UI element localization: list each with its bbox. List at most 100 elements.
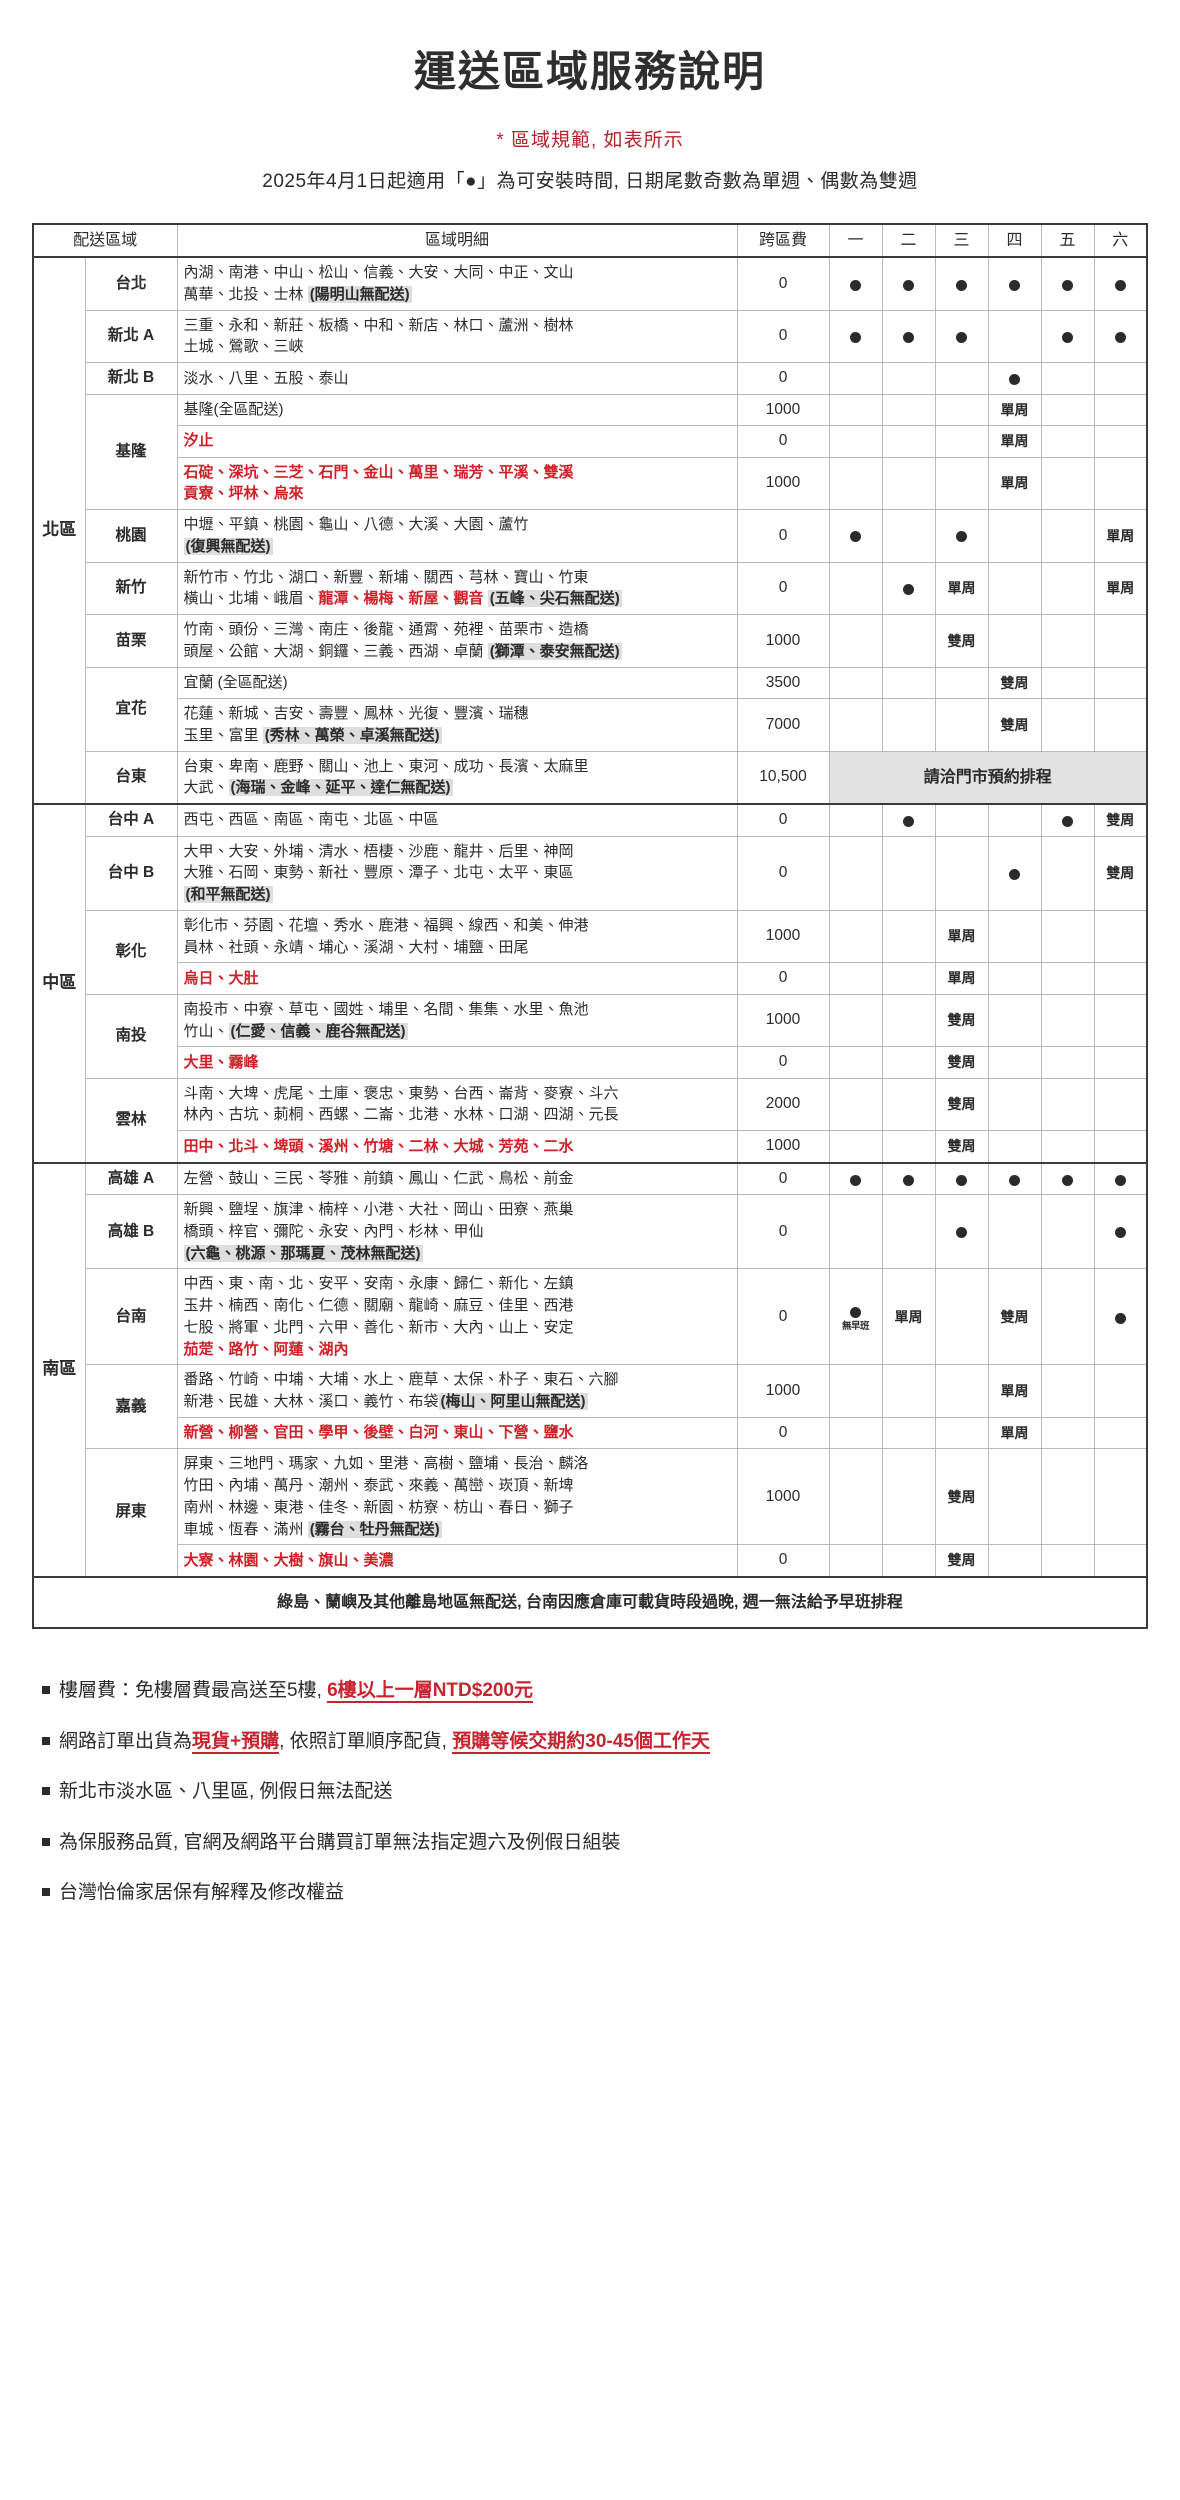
bullet-square-icon (42, 1787, 50, 1796)
cross-zone-fee: 2000 (736, 1077, 830, 1132)
detail-line: 田中、北斗、埤頭、溪州、竹塘、二林、大城、芳苑、二水 (184, 1136, 731, 1158)
detail-line: 竹田、內埔、萬丹、潮州、泰武、來義、萬巒、崁頂、新埤 (184, 1475, 731, 1497)
col-header-day-6: 六 (1093, 223, 1148, 258)
available-dot-icon (850, 332, 862, 344)
no-delivery-note: (復興無配送) (183, 537, 273, 555)
area-detail-cell: 大寮、林園、大樹、旗山、美濃 (176, 1544, 738, 1578)
day-cell-5 (1040, 256, 1095, 311)
bullet-square-icon (42, 1736, 50, 1745)
detail-line: 橋頭、梓官、彌陀、永安、內門、杉林、甲仙 (184, 1221, 731, 1243)
no-delivery-note: (五峰、尖石無配送) (487, 590, 622, 608)
day-cell-5 (1040, 909, 1095, 964)
day-cell-2 (881, 1364, 936, 1418)
detail-line: 花蓮、新城、吉安、壽豐、鳳林、光復、豐濱、瑞穗 (184, 703, 731, 725)
available-dot-icon (850, 279, 862, 291)
no-delivery-note: (仁愛、信義、鹿谷無配送) (228, 1022, 408, 1040)
col-header-day-3: 三 (934, 223, 989, 258)
day-cell-4 (987, 309, 1042, 364)
area-label: 南投 (84, 993, 178, 1079)
area-label: 宜花 (84, 666, 178, 752)
day-cell-2 (881, 362, 936, 395)
detail-text-highlight: 烏日、大肚 (183, 969, 259, 987)
day-cell-4 (987, 362, 1042, 395)
day-cell-1 (828, 1544, 883, 1578)
available-dot-icon (956, 531, 968, 543)
table-row: 北區 台北 內湖、南港、中山、松山、信義、大安、大同、中正、文山 萬華、北投、士林 (… (32, 256, 1148, 805)
day-cell-2 (881, 666, 936, 700)
day-cell-1 (828, 993, 883, 1048)
detail-line: 番路、竹崎、中埔、大埔、水上、鹿草、太保、朴子、東石、六腳 (184, 1369, 731, 1391)
day-cell-5 (1040, 993, 1095, 1048)
detail-line: 三重、永和、新莊、板橋、中和、新店、林口、蘆洲、樹林 (184, 315, 731, 337)
detail-line: (復興無配送) (183, 536, 731, 558)
detail-line: 西屯、西區、南區、南屯、北區、中區 (184, 809, 731, 831)
detail-line: 南投市、中寮、草屯、國姓、埔里、名間、集集、水里、魚池 (184, 999, 731, 1021)
note-emphasis: 6樓以上一層NTD$200元 (327, 1680, 534, 1704)
detail-text: 竹山、 (183, 1022, 229, 1040)
bullet-square-icon (42, 1686, 50, 1695)
area-detail-cell: 竹南、頭份、三灣、南庄、後龍、通霄、苑裡、苗栗市、造橋 頭屋、公館、大湖、銅鑼、三… (176, 614, 738, 668)
day-cell-3: 單周 (934, 561, 989, 616)
table-row: 花蓮、新城、吉安、壽豐、鳳林、光復、豐濱、瑞穗 玉里、富里 (秀林、萬榮、卓溪無配… (33, 698, 1148, 752)
day-cell-4: 單周 (987, 1416, 1042, 1450)
available-dot-icon (1009, 868, 1021, 880)
day-cell-3: 雙周 (934, 1046, 989, 1079)
day-cell-6 (1093, 1077, 1148, 1132)
area-detail-cell: 宜蘭 (全區配送) (176, 666, 738, 700)
day-cell-1 (828, 509, 883, 563)
detail-line: 斗南、大埤、虎尾、土庫、褒忠、東勢、台西、崙背、麥寮、斗六 (184, 1083, 731, 1105)
day-cell-2 (881, 1046, 936, 1079)
day-cell-3: 雙周 (934, 1448, 989, 1546)
detail-text: 中西、東、南、北、安平、安南、永康、歸仁、新化、左鎮 (183, 1275, 574, 1293)
day-cell-1 (828, 1194, 883, 1270)
day-cell-5 (1040, 1364, 1095, 1418)
area-label: 新竹 (84, 561, 178, 616)
detail-line: 彰化市、芬園、花壇、秀水、鹿港、福興、線西、和美、伸港 (184, 915, 731, 937)
area-detail-cell: 南投市、中寮、草屯、國姓、埔里、名間、集集、水里、魚池 竹山、 (仁愛、信義、鹿谷無… (176, 993, 738, 1048)
day-cell-4 (987, 835, 1042, 911)
day-cell-3 (934, 362, 989, 395)
detail-text: 玉里、富里 (183, 726, 263, 744)
detail-line: 頭屋、公館、大湖、銅鑼、三義、西湖、卓蘭 (獅潭、泰安無配送) (184, 641, 731, 663)
available-dot-icon (1114, 1174, 1126, 1186)
detail-text: 屏東、三地門、瑪家、九如、里港、高樹、鹽埔、長治、麟洛 (183, 1455, 589, 1473)
table-row: 苗栗 竹南、頭份、三灣、南庄、後龍、通霄、苑裡、苗栗市、造橋 頭屋、公館、大湖、銅鑼… (33, 614, 1148, 668)
detail-line: 大武、 (海瑞、金峰、延平、達仁無配送) (184, 777, 731, 799)
detail-line: 中壢、平鎮、桃園、龜山、八德、大溪、大園、蘆竹 (184, 514, 731, 536)
cross-zone-fee: 0 (736, 425, 830, 458)
day-cell-6: 單周 (1093, 509, 1148, 563)
detail-line: 南州、林邊、東港、佳冬、新園、枋寮、枋山、春日、獅子 (184, 1497, 731, 1519)
detail-line: 員林、社頭、永靖、埔心、溪湖、大村、埔鹽、田尾 (184, 937, 731, 959)
day-cell-2 (881, 909, 936, 964)
detail-text: 大雅、石岡、東勢、新社、豐原、潭子、北屯、太平、東區 (183, 864, 574, 882)
day-cell-4 (987, 1077, 1042, 1132)
day-cell-4: 雙周 (987, 666, 1042, 700)
no-delivery-note: (和平無配送) (183, 886, 273, 904)
day-cell-6: 雙周 (1093, 835, 1148, 911)
table-row: 汐止 0 單周 (33, 425, 1148, 458)
day-cell-6 (1093, 1268, 1148, 1366)
available-dot-icon (1062, 1174, 1074, 1186)
detail-text-highlight: 貢寮、坪林、烏來 (183, 485, 304, 503)
cross-zone-fee: 1000 (736, 456, 830, 511)
day-cell-1 (828, 256, 883, 311)
day-cell-5 (1040, 1268, 1095, 1366)
footer-note-5: 台灣怡倫家居保有解釋及修改權益 (42, 1879, 1180, 1908)
day-cell-1 (828, 666, 883, 700)
cross-zone-fee: 0 (736, 309, 830, 364)
no-delivery-note: (梅山、阿里山無配送) (438, 1393, 588, 1411)
available-dot-icon (1114, 1312, 1126, 1324)
day-cell-4 (987, 561, 1042, 616)
day-cell-5 (1040, 666, 1095, 700)
detail-line: 石碇、深坑、三芝、石門、金山、萬里、瑞芳、平溪、雙溪 (184, 462, 731, 484)
day-cell-3: 雙周 (934, 1544, 989, 1578)
day-cell-6 (1093, 309, 1148, 364)
area-label: 雲林 (84, 1077, 178, 1164)
day-cell-4 (987, 1544, 1042, 1578)
day-cell-6 (1093, 993, 1148, 1048)
table-row: 彰化 彰化市、芬園、花壇、秀水、鹿港、福興、線西、和美、伸港 員林、社頭、永靖、埔心… (33, 909, 1148, 995)
day-cell-1 (828, 561, 883, 616)
detail-line: (六龜、桃源、那瑪夏、茂林無配送) (183, 1243, 731, 1265)
day-cell-6 (1093, 1130, 1148, 1164)
area-detail-cell: 台東、卑南、鹿野、關山、池上、東河、成功、長濱、太麻里 大武、 (海瑞、金峰、延平、… (176, 750, 738, 805)
